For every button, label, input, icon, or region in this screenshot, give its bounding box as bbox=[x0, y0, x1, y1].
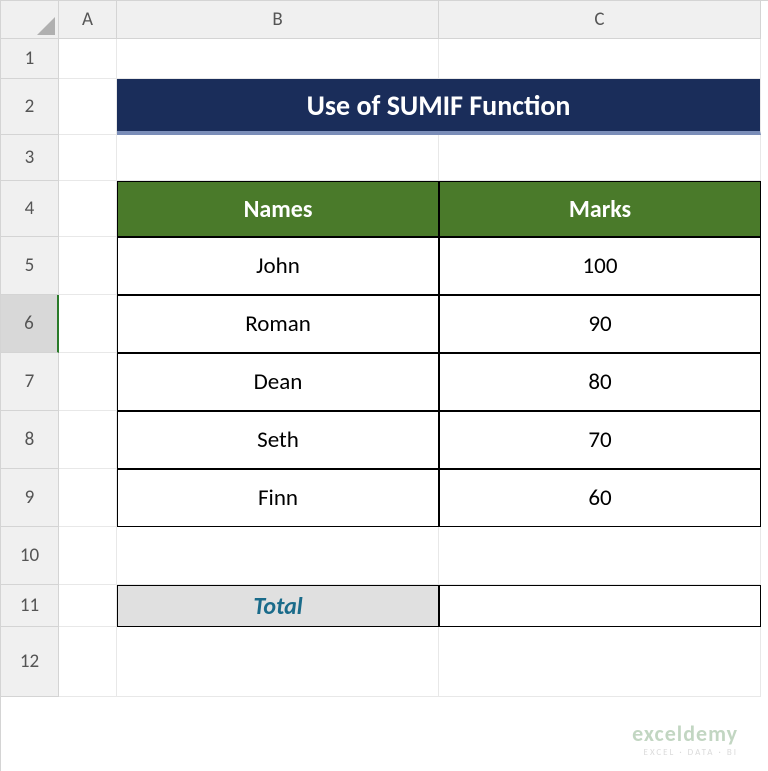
cell-b10[interactable] bbox=[117, 527, 439, 585]
row-header-11[interactable]: 11 bbox=[1, 585, 59, 627]
row-header-1[interactable]: 1 bbox=[1, 39, 59, 79]
row-header-6[interactable]: 6 bbox=[1, 295, 59, 353]
cell-mark-2[interactable]: 80 bbox=[439, 353, 761, 411]
cell-a9[interactable] bbox=[59, 469, 117, 527]
cell-mark-4[interactable]: 60 bbox=[439, 469, 761, 527]
cell-a6[interactable] bbox=[59, 295, 117, 353]
cell-c12[interactable] bbox=[439, 627, 761, 697]
row-header-3[interactable]: 3 bbox=[1, 135, 59, 181]
row-header-8[interactable]: 8 bbox=[1, 411, 59, 469]
row-header-9[interactable]: 9 bbox=[1, 469, 59, 527]
watermark-tagline: EXCEL · DATA · BI bbox=[632, 747, 738, 758]
cell-a1[interactable] bbox=[59, 39, 117, 79]
cell-name-2[interactable]: Dean bbox=[117, 353, 439, 411]
row-header-2[interactable]: 2 bbox=[1, 79, 59, 135]
cell-name-3[interactable]: Seth bbox=[117, 411, 439, 469]
cell-mark-1[interactable]: 90 bbox=[439, 295, 761, 353]
cell-c3[interactable] bbox=[439, 135, 761, 181]
cell-name-1[interactable]: Roman bbox=[117, 295, 439, 353]
row-header-5[interactable]: 5 bbox=[1, 237, 59, 295]
select-all-corner[interactable] bbox=[1, 1, 59, 39]
cell-a8[interactable] bbox=[59, 411, 117, 469]
cell-a11[interactable] bbox=[59, 585, 117, 627]
spreadsheet-grid: A B C 1 2 Use of SUMIF Function 3 4 Name… bbox=[0, 0, 768, 771]
cell-a4[interactable] bbox=[59, 181, 117, 237]
cell-name-0[interactable]: John bbox=[117, 237, 439, 295]
cell-mark-0[interactable]: 100 bbox=[439, 237, 761, 295]
cell-a3[interactable] bbox=[59, 135, 117, 181]
cell-name-4[interactable]: Finn bbox=[117, 469, 439, 527]
cell-a5[interactable] bbox=[59, 237, 117, 295]
watermark: exceldemy EXCEL · DATA · BI bbox=[632, 720, 738, 758]
col-header-c[interactable]: C bbox=[439, 1, 761, 39]
cell-a12[interactable] bbox=[59, 627, 117, 697]
cell-mark-3[interactable]: 70 bbox=[439, 411, 761, 469]
cell-a7[interactable] bbox=[59, 353, 117, 411]
cell-a10[interactable] bbox=[59, 527, 117, 585]
header-marks[interactable]: Marks bbox=[439, 181, 761, 237]
row-header-10[interactable]: 10 bbox=[1, 527, 59, 585]
cell-b1[interactable] bbox=[117, 39, 439, 79]
watermark-brand: exceldemy bbox=[632, 720, 738, 747]
row-header-12[interactable]: 12 bbox=[1, 627, 59, 697]
col-header-b[interactable]: B bbox=[117, 1, 439, 39]
col-header-a[interactable]: A bbox=[59, 1, 117, 39]
total-value[interactable] bbox=[439, 585, 761, 627]
cell-a2[interactable] bbox=[59, 79, 117, 135]
total-label[interactable]: Total bbox=[117, 585, 439, 627]
row-header-7[interactable]: 7 bbox=[1, 353, 59, 411]
cell-b3[interactable] bbox=[117, 135, 439, 181]
cell-c1[interactable] bbox=[439, 39, 761, 79]
row-header-4[interactable]: 4 bbox=[1, 181, 59, 237]
header-names[interactable]: Names bbox=[117, 181, 439, 237]
cell-c10[interactable] bbox=[439, 527, 761, 585]
cell-b12[interactable] bbox=[117, 627, 439, 697]
title-cell[interactable]: Use of SUMIF Function bbox=[117, 79, 761, 135]
